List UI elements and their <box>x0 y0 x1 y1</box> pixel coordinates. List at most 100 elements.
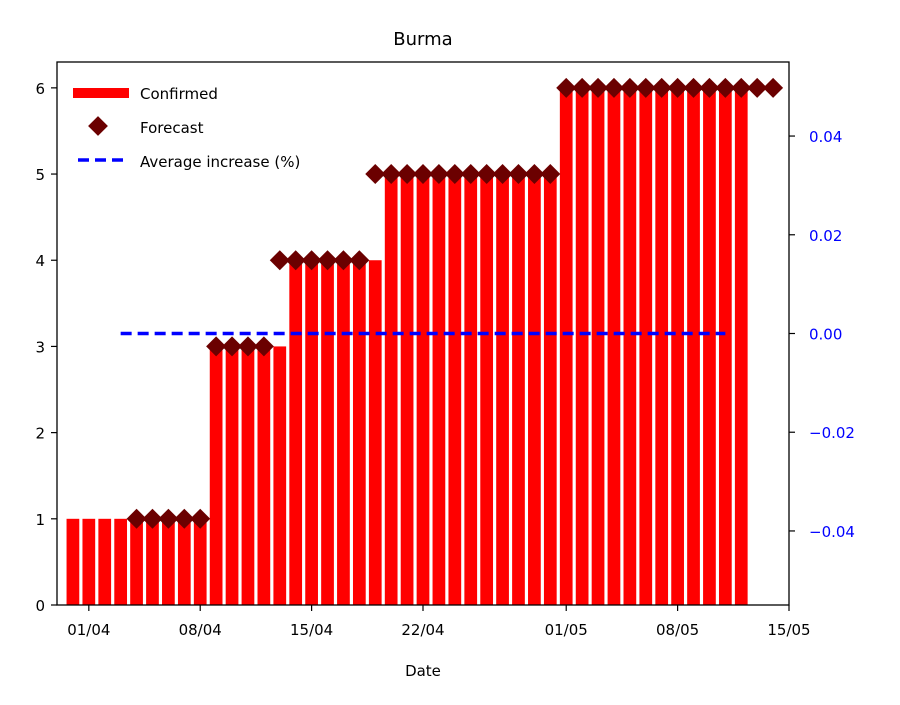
bar-confirmed <box>257 346 271 605</box>
forecast-marker <box>253 336 274 357</box>
y2-tick-label: −0.04 <box>809 523 855 541</box>
forecast-marker <box>365 164 386 185</box>
bar-confirmed <box>480 174 494 606</box>
forecast-marker <box>444 164 465 185</box>
forecast-marker <box>540 164 561 185</box>
bar-confirmed <box>703 87 716 606</box>
forecast-marker <box>333 250 354 271</box>
x-tick-label: 08/04 <box>179 621 222 639</box>
y-tick-label: 6 <box>35 80 45 98</box>
bar-confirmed <box>225 346 239 605</box>
x-tick-label: 08/05 <box>656 621 699 639</box>
y2-tick-label: 0.00 <box>809 326 842 344</box>
y-axis-right: −0.04 −0.02 0.00 0.02 0.04 <box>789 128 855 541</box>
bar-confirmed <box>289 260 303 605</box>
bar-confirmed <box>591 87 605 606</box>
bar-confirmed <box>114 518 128 605</box>
forecast-marker <box>222 336 243 357</box>
forecast-marker <box>158 508 179 529</box>
bar-confirmed <box>432 174 446 606</box>
forecast-marker <box>588 77 609 98</box>
forecast-marker <box>428 164 449 185</box>
forecast-marker <box>763 77 784 98</box>
chart-title: Burma <box>393 29 452 50</box>
markers-layer <box>126 77 784 529</box>
y-tick-label: 0 <box>35 597 45 615</box>
forecast-marker <box>237 336 258 357</box>
y2-tick-label: −0.02 <box>809 424 855 442</box>
forecast-marker <box>190 508 211 529</box>
forecast-marker <box>747 77 768 98</box>
forecast-marker <box>301 250 322 271</box>
bar-confirmed <box>623 87 637 606</box>
bar-confirmed <box>177 518 191 605</box>
bar-confirmed <box>162 518 175 605</box>
forecast-marker <box>317 250 338 271</box>
forecast-marker <box>381 164 402 185</box>
bar-confirmed <box>241 346 255 605</box>
bar-confirmed <box>448 174 462 606</box>
y-tick-label: 5 <box>35 166 45 184</box>
forecast-marker <box>683 77 704 98</box>
bar-confirmed <box>639 87 653 606</box>
forecast-marker <box>174 508 195 529</box>
forecast-marker <box>699 77 720 98</box>
y-tick-label: 4 <box>35 252 45 270</box>
bar-confirmed <box>512 174 525 606</box>
legend-swatch-forecast <box>88 116 108 136</box>
bar-confirmed <box>496 174 509 606</box>
legend-label-forecast: Forecast <box>140 119 204 137</box>
y-tick-label: 2 <box>35 425 45 443</box>
x-axis-label: Date <box>405 662 441 680</box>
x-tick-label: 22/04 <box>401 621 444 639</box>
forecast-marker <box>349 250 370 271</box>
bar-confirmed <box>368 260 382 605</box>
bar-confirmed <box>146 518 159 605</box>
y2-tick-label: 0.04 <box>809 128 842 146</box>
bar-confirmed <box>337 260 350 605</box>
forecast-marker <box>635 77 656 98</box>
bar-confirmed <box>559 87 573 606</box>
forecast-marker <box>715 77 736 98</box>
forecast-marker <box>269 250 290 271</box>
y2-tick-label: 0.02 <box>809 227 842 245</box>
forecast-marker <box>142 508 163 529</box>
bar-confirmed <box>655 87 669 606</box>
forecast-marker <box>667 77 688 98</box>
bar-confirmed <box>66 518 80 605</box>
forecast-marker <box>508 164 529 185</box>
bar-confirmed <box>82 518 96 605</box>
bar-confirmed <box>305 260 318 605</box>
bar-confirmed <box>321 260 334 605</box>
bar-confirmed <box>130 518 143 605</box>
forecast-marker <box>285 250 306 271</box>
legend-swatch-confirmed <box>73 88 129 98</box>
bar-confirmed <box>416 174 430 606</box>
bar-confirmed <box>528 174 541 606</box>
bar-confirmed <box>687 87 700 606</box>
bar-confirmed <box>543 174 557 606</box>
y-tick-label: 3 <box>35 338 45 356</box>
forecast-marker <box>413 164 433 185</box>
legend-label-confirmed: Confirmed <box>140 85 218 103</box>
bar-confirmed <box>734 87 748 606</box>
forecast-marker <box>619 77 640 98</box>
forecast-marker <box>460 164 481 185</box>
x-axis: 01/04 08/04 15/04 22/04 01/05 08/05 15/05 <box>67 605 811 639</box>
bar-confirmed <box>193 518 207 605</box>
bar-confirmed <box>400 174 414 606</box>
forecast-marker <box>476 164 497 185</box>
forecast-marker <box>206 336 227 357</box>
forecast-marker <box>397 164 418 185</box>
forecast-marker <box>603 77 624 98</box>
forecast-marker <box>524 164 545 185</box>
bar-confirmed <box>607 87 621 606</box>
x-tick-label: 15/05 <box>767 621 810 639</box>
x-tick-label: 01/05 <box>545 621 588 639</box>
bar-confirmed <box>209 346 223 605</box>
y-axis-left: 0 1 2 3 4 5 6 <box>35 80 57 615</box>
forecast-marker <box>572 77 593 98</box>
bar-confirmed <box>575 87 589 606</box>
